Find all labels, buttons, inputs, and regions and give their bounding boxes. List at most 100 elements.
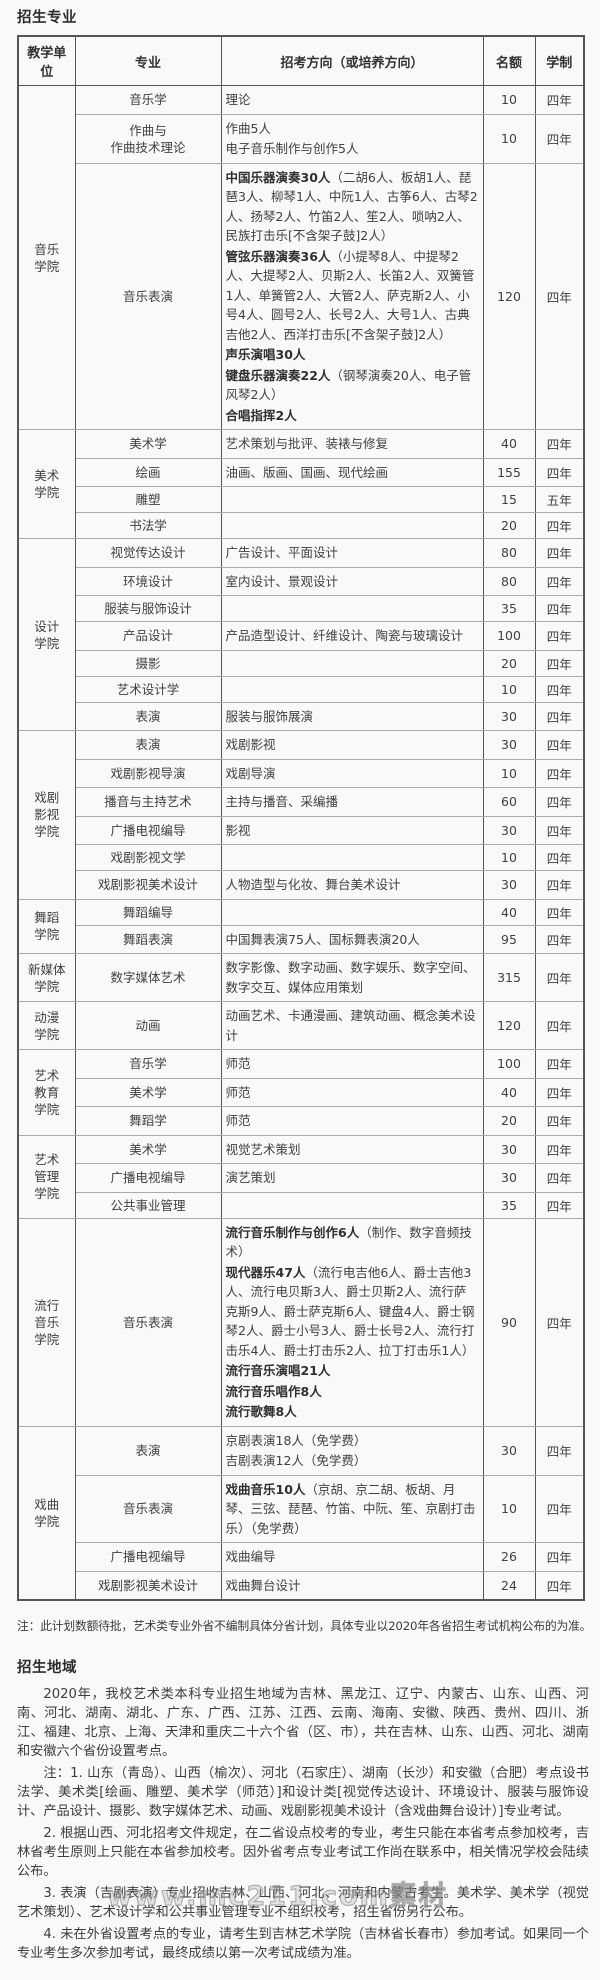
majors-section-title: 招生专业: [17, 10, 77, 26]
majors-table: 教学单位 专业 招考方向（或培养方向） 名额 学制 音乐 学院 音乐学 理论 10 四年 作曲与 …: [17, 35, 585, 1601]
major-cell: 戏剧影视美术设计: [74, 870, 222, 900]
duration-cell: 四年: [534, 538, 585, 568]
direction-line: 数字影像、数字动画、数字娱乐、数字空间、数字交互、媒体应用策划: [225, 960, 476, 995]
table-row: 播音与主持艺术 主持与播音、采编播 60 四年: [18, 787, 585, 817]
direction-cell: 师范: [220, 1049, 484, 1079]
table-row: 新媒体 学院 数字媒体艺术 数字影像、数字动画、数字娱乐、数字空间、数字交互、媒体应…: [17, 953, 585, 1002]
direction-line: 演艺策划: [225, 1170, 276, 1185]
direction-line: 戏曲编导: [225, 1549, 276, 1564]
quota-cell: 10: [482, 113, 536, 164]
major-cell: 产品设计: [74, 621, 222, 651]
direction-cell: 艺术策划与批评、装裱与修复: [220, 429, 484, 459]
direction-cell: 数字影像、数字动画、数字娱乐、数字空间、数字交互、媒体应用策划: [220, 953, 484, 1002]
region-paragraph: 2. 根据山西、河北招考文件规定，在二省设点校考的专业，考生只能在本省考点参加校…: [17, 1826, 589, 1879]
teaching-unit-cell: 舞蹈 学院: [17, 898, 76, 954]
region-paragraph: 2020年，我校艺术类本科专业招生地域为吉林、黑龙江、辽宁、内蒙古、山东、山西、…: [17, 1687, 589, 1759]
major-cell: 舞蹈表演: [74, 924, 222, 954]
table-row: 作曲与 作曲技术理论 作曲5人 电子音乐制作与创作5人 10 四年: [18, 113, 585, 164]
table-row: 产品设计 产品造型设计、纤维设计、陶瓷与玻璃设计 100 四年: [18, 621, 585, 651]
column-header: 名额: [482, 35, 536, 86]
major-cell: 广播电视编导: [74, 815, 222, 845]
duration-cell: 四年: [534, 844, 585, 871]
table-row: 戏曲 学院 表演 京剧表演18人（免学费） 吉剧表演12人（免学费） 30 四年: [17, 1425, 585, 1601]
duration-cell: 四年: [534, 621, 585, 651]
direction-line: 动画艺术、卡通漫画、建筑动画、概念美术设计: [225, 1008, 476, 1043]
direction-cell: 视觉艺术策划: [220, 1134, 484, 1164]
major-cell: 动画: [74, 1001, 222, 1050]
major-cell: 艺术设计学: [74, 675, 222, 703]
direction-line: 理论: [225, 92, 251, 107]
quota-cell: 35: [482, 1191, 536, 1219]
teaching-unit-cell: 美术 学院: [17, 429, 76, 539]
table-row: 动漫 学院 动画 动画艺术、卡通漫画、建筑动画、概念美术设计 120 四年: [17, 1001, 585, 1050]
direction-cell: 戏剧导演: [220, 758, 484, 788]
direction-cell: 主持与播音、采编播: [220, 787, 484, 817]
column-header: 专业: [74, 35, 222, 86]
duration-cell: 四年: [534, 1217, 585, 1427]
duration-cell: 四年: [534, 113, 585, 164]
quota-cell: 80: [482, 566, 536, 596]
teaching-unit-cell: 艺术 教育 学院: [17, 1049, 76, 1136]
quota-cell: 10: [482, 844, 536, 871]
major-cell: 音乐学: [74, 1049, 222, 1079]
table-row: 公共事业管理 35 四年: [18, 1191, 585, 1219]
duration-cell: 四年: [534, 924, 585, 954]
major-cell: 广播电视编导: [74, 1163, 222, 1193]
teaching-unit-cell: 新媒体 学院: [17, 953, 76, 1002]
duration-cell: 四年: [534, 566, 585, 596]
quota-cell: 90: [482, 1217, 536, 1427]
direction-line: 广告设计、平面设计: [225, 545, 339, 560]
quota-cell: 35: [482, 595, 536, 622]
direction-line: 戏剧导演: [225, 765, 276, 781]
major-cell: 环境设计: [74, 566, 222, 596]
direction-line: 吉剧表演12人（免学费）: [225, 1453, 367, 1468]
quota-cell: 24: [482, 1570, 536, 1601]
direction-line: 流行音乐唱作8人: [225, 1383, 322, 1399]
direction-line: 师范: [225, 1084, 251, 1100]
table-row: 广播电视编导 戏曲编导 26 四年: [18, 1542, 585, 1572]
direction-cell: [220, 675, 484, 703]
quota-cell: 30: [482, 730, 536, 760]
region-paragraphs: www.mc211.com素材 2020年，我校艺术类本科专业招生地域为吉林、黑…: [17, 1685, 592, 1963]
direction-line: 室内设计、景观设计: [225, 573, 339, 589]
table-row: 绘画 油画、版画、国画、现代绘画 155 四年: [18, 457, 585, 487]
duration-cell: 四年: [534, 1077, 585, 1107]
quota-cell: 40: [482, 898, 536, 926]
duration-cell: 四年: [534, 1542, 585, 1572]
major-cell: 书法学: [74, 512, 222, 539]
quota-cell: 30: [482, 1425, 536, 1476]
direction-line: 作曲5人: [225, 120, 271, 136]
direction-line: 戏剧影视: [225, 737, 276, 752]
duration-cell: 四年: [534, 730, 585, 760]
duration-cell: 四年: [534, 1001, 585, 1050]
duration-cell: 四年: [534, 162, 585, 430]
direction-line: 师范: [225, 1113, 251, 1128]
major-cell: 播音与主持艺术: [74, 787, 222, 817]
major-cell: 作曲与 作曲技术理论: [74, 113, 222, 164]
direction-cell: 京剧表演18人（免学费） 吉剧表演12人（免学费）: [220, 1425, 484, 1476]
region-paragraph: 3. 表演（吉剧表演）专业招收吉林、山西、河北、河南和内蒙古考生。美术学、美术学…: [17, 1886, 589, 1920]
major-cell: 摄影: [74, 649, 222, 677]
major-cell: 绘画: [74, 457, 222, 487]
direction-cell: 戏剧影视: [220, 730, 484, 760]
direction-cell: [220, 844, 484, 871]
direction-line: 现代器乐47人（流行电吉他6人、爵士吉他3人、流行电贝斯3人、爵士贝斯2人、流行…: [225, 1264, 475, 1358]
duration-cell: 四年: [534, 815, 585, 845]
quota-cell: 26: [482, 1542, 536, 1572]
duration-cell: 四年: [534, 758, 585, 788]
table-row: 艺术设计学 10 四年: [18, 675, 585, 703]
direction-cell: 理论: [220, 85, 484, 115]
teaching-unit-cell: 动漫 学院: [17, 1001, 76, 1050]
direction-line: 人物造型与化妆、舞台美术设计: [225, 877, 401, 892]
table-row: 服装与服饰设计 35 四年: [18, 595, 585, 622]
duration-cell: 四年: [534, 787, 585, 817]
table-row: 戏剧影视美术设计 戏曲舞台设计 24 四年: [18, 1570, 585, 1601]
quota-cell: 30: [482, 870, 536, 900]
quota-cell: 10: [482, 675, 536, 703]
direction-line: 流行音乐制作与创作6人（制作、数字音频技术）: [225, 1224, 472, 1260]
major-cell: 表演: [74, 1425, 222, 1476]
duration-cell: 四年: [534, 1106, 585, 1136]
direction-cell: [220, 512, 484, 539]
major-cell: 表演: [74, 701, 222, 731]
direction-line: 中国舞表演75人、国标舞表演20人: [225, 931, 420, 947]
